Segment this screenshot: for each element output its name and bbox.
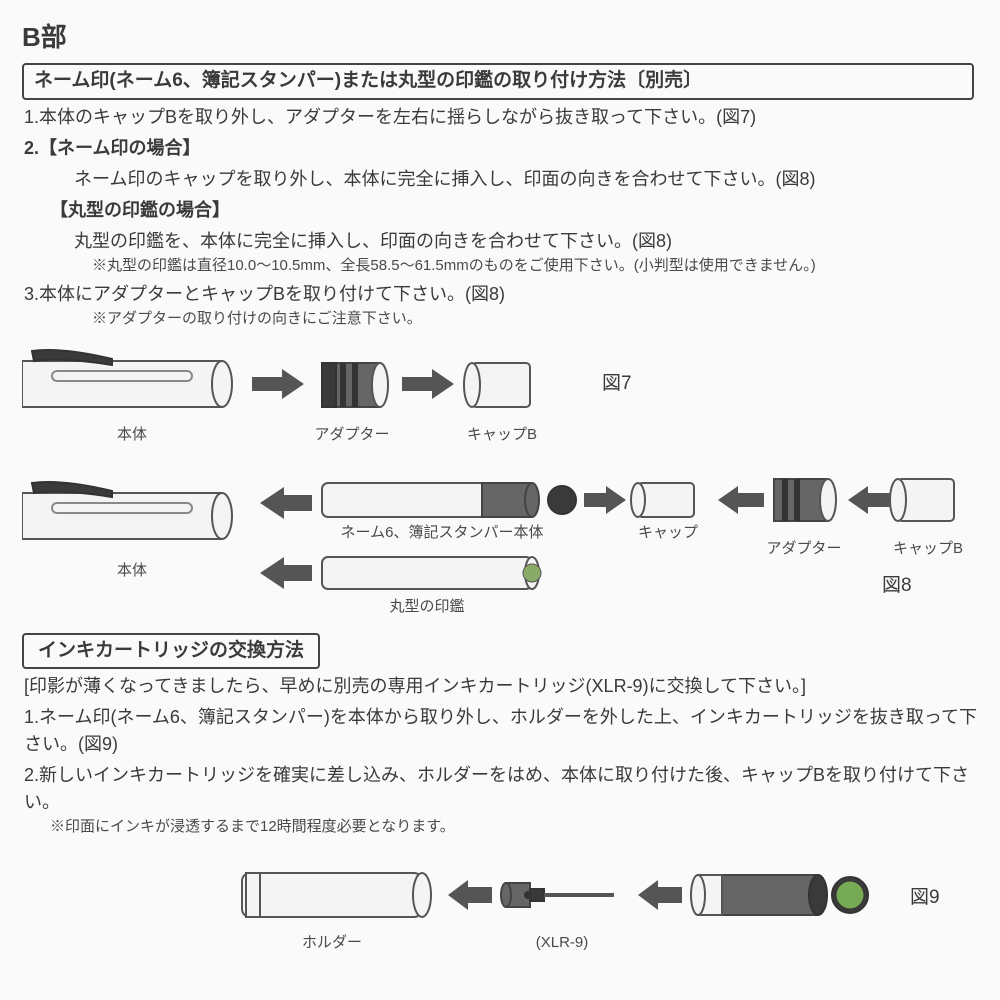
- step-2b-note: ※丸型の印鑑は直径10.0〜10.5mm、全長58.5〜61.5mmのものをご使…: [92, 255, 978, 278]
- capb-icon: [890, 479, 954, 521]
- step-3: 3.本体にアダプターとキャップBを取り付けて下さい。(図8): [24, 281, 978, 308]
- label-adapter: アダプター: [314, 426, 389, 443]
- diagram-fig9: ホルダー (XLR-9) 図9: [22, 853, 978, 963]
- section-title: B部: [22, 18, 978, 57]
- arrow-left-icon: [260, 557, 312, 589]
- step-1: 1.本体のキャップBを取り外し、アダプターを左右に揺らしながら抜き取って下さい。…: [24, 104, 978, 131]
- xlr9-cartridge-icon: [501, 883, 614, 907]
- ink-intro: [印影が薄くなってきましたら、早めに別売の専用インキカートリッジ(XLR-9)に…: [24, 673, 978, 700]
- arrow-right-icon: [252, 369, 304, 399]
- label-adapter: アダプター: [766, 540, 841, 557]
- cap-icon: [631, 483, 694, 517]
- capb-icon: [464, 363, 530, 407]
- arrow-left-icon: [848, 486, 890, 514]
- arrow-left-icon: [718, 486, 764, 514]
- diagram-fig7: 本体 アダプター キャップB 図7: [22, 341, 978, 451]
- label-hontai: 本体: [117, 562, 147, 579]
- arrow-left-icon: [260, 487, 312, 519]
- label-holder: ホルダー: [302, 934, 362, 951]
- label-round: 丸型の印鑑: [389, 598, 464, 615]
- label-hontai: 本体: [117, 426, 147, 443]
- round-seal-icon: [322, 557, 541, 589]
- label-capb: キャップB: [467, 426, 537, 443]
- label-capb: キャップB: [893, 540, 963, 557]
- step-2-head: 2.【ネーム印の場合】: [24, 135, 978, 162]
- pen-body-icon: [22, 350, 232, 407]
- stamp-front-icon: [691, 875, 868, 915]
- fig8-label: 図8: [882, 575, 912, 596]
- diagram-fig8: 本体 ネーム6、簿記スタンパー本体 キャップ アダプター キャップB 丸型の: [22, 453, 978, 623]
- ink-step-2: 2.新しいインキカートリッジを確実に差し込み、ホルダーをはめ、本体に取り付けた後…: [24, 762, 978, 816]
- header-box-2: インキカートリッジの交換方法: [22, 633, 320, 670]
- fig9-label: 図9: [910, 887, 940, 908]
- label-name-body: ネーム6、簿記スタンパー本体: [341, 524, 544, 541]
- header-box-1: ネーム印(ネーム6、簿記スタンパー)または丸型の印鑑の取り付け方法〔別売〕: [22, 63, 974, 100]
- step-2-body: ネーム印のキャップを取り外し、本体に完全に挿入し、印面の向きを合わせて下さい。(…: [74, 166, 978, 193]
- arrow-right-icon: [402, 369, 454, 399]
- ink-step-1: 1.ネーム印(ネーム6、簿記スタンパー)を本体から取り外し、ホルダーを外した上、…: [24, 704, 978, 758]
- arrow-left-icon: [638, 880, 682, 910]
- fig9-svg: ホルダー (XLR-9) 図9: [22, 853, 978, 963]
- fig8-svg: 本体 ネーム6、簿記スタンパー本体 キャップ アダプター キャップB 丸型の: [22, 453, 978, 623]
- fig7-label: 図7: [602, 373, 632, 394]
- step-3-note: ※アダプターの取り付けの向きにご注意下さい。: [92, 308, 978, 331]
- step-2b-head: 【丸型の印鑑の場合】: [50, 197, 978, 224]
- fig7-svg: 本体 アダプター キャップB 図7: [22, 341, 978, 451]
- arrow-right-icon: [584, 486, 626, 514]
- holder-icon: [242, 873, 431, 917]
- arrow-left-icon: [448, 880, 492, 910]
- name-stamp-icon: [322, 483, 576, 517]
- label-cap: キャップ: [638, 524, 698, 541]
- step-2b-body: 丸型の印鑑を、本体に完全に挿入し、印面の向きを合わせて下さい。(図8): [74, 228, 978, 255]
- pen-body-icon: [22, 482, 232, 539]
- adapter-icon: [322, 363, 388, 407]
- adapter-icon: [774, 479, 836, 521]
- label-xlr9: (XLR-9): [536, 934, 589, 951]
- ink-note: ※印面にインキが浸透するまで12時間程度必要となります。: [50, 816, 978, 839]
